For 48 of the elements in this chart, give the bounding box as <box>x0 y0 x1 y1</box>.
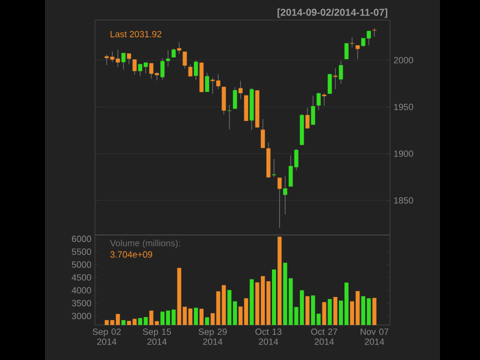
candlestick <box>344 42 349 60</box>
candlestick <box>238 80 243 100</box>
y-tick-label: 4500 <box>72 274 92 281</box>
candlestick <box>160 58 165 80</box>
candlestick <box>232 86 238 109</box>
candlestick <box>356 44 360 60</box>
candlestick <box>222 86 226 115</box>
x-tick-label: Nov 07 2014 <box>360 328 388 345</box>
x-tick-label: Sep 15 2014 <box>142 328 171 345</box>
candlestick <box>338 60 343 84</box>
candlestick <box>322 92 326 106</box>
candlestick <box>350 37 354 48</box>
candlestick <box>188 64 192 77</box>
candlestick <box>227 104 232 130</box>
y-tick-label: 4000 <box>72 287 92 294</box>
candlestick <box>333 68 338 90</box>
y-tick-label: 5000 <box>72 261 92 268</box>
candlestick <box>177 42 182 54</box>
y-tick-label: 1850 <box>394 197 414 204</box>
candlestick <box>132 58 137 75</box>
y-tick-label: 1950 <box>394 104 414 110</box>
x-tick-label: Sep 29 2014 <box>198 328 227 345</box>
y-tick-label: 6000 <box>72 236 92 242</box>
candlestick <box>305 107 310 129</box>
candlestick <box>126 53 132 65</box>
x-tick-label: Oct 27 2014 <box>311 328 338 345</box>
candlestick <box>316 92 321 111</box>
annotation: Volume (millions): <box>110 240 180 248</box>
candlestick <box>166 50 170 67</box>
x-tick-label: Oct 13 2014 <box>255 328 282 345</box>
candlestick <box>272 158 276 178</box>
x-tick-label: Sep 02 2014 <box>92 328 121 345</box>
candlestick <box>283 176 288 215</box>
y-tick-label: 2000 <box>394 57 414 64</box>
chart-title: [2014-09-02/2014-11-07] <box>278 8 388 18</box>
candlestick <box>278 178 282 228</box>
candlestick <box>182 51 187 69</box>
annotation: Last 2031.92 <box>110 30 162 38</box>
y-tick-label: 3500 <box>72 300 92 306</box>
y-tick-label: 5500 <box>72 248 92 255</box>
y-tick-label: 3000 <box>72 312 92 320</box>
annotation: 3.704e+09 <box>110 251 152 258</box>
candlestick <box>311 95 316 125</box>
candlestick <box>205 72 210 92</box>
y-tick-label: 1900 <box>394 150 414 157</box>
candlestick <box>121 52 126 70</box>
candlestick <box>328 74 332 94</box>
candlestick <box>194 60 198 80</box>
